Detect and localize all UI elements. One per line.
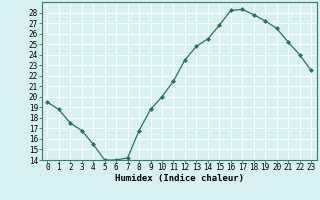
X-axis label: Humidex (Indice chaleur): Humidex (Indice chaleur) [115,174,244,183]
